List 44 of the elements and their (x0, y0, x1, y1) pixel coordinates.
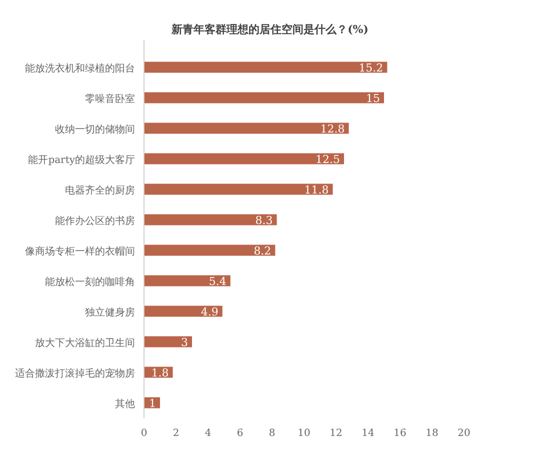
data-label: 5.4 (208, 274, 226, 288)
data-label: 15.2 (358, 61, 384, 74)
x-tick-label: 10 (298, 428, 310, 439)
bar (144, 184, 333, 195)
x-tick-label: 20 (458, 428, 470, 439)
x-tick-label: 2 (172, 428, 180, 439)
chart-title: 新青年客群理想的居住空间是什么？(%) (170, 23, 368, 36)
y-tick-label: 像商场专柜一样的衣帽间 (25, 245, 135, 258)
data-label: 4.9 (200, 305, 218, 318)
y-tick-label: 能作办公区的书房 (55, 214, 135, 227)
x-tick-label: 18 (426, 428, 438, 439)
bar (144, 153, 344, 164)
x-tick-label: 14 (362, 428, 374, 439)
x-tick-label: 0 (140, 428, 148, 439)
data-label: 1.8 (151, 366, 169, 380)
y-tick-label: 能放洗衣机和绿植的阳台 (25, 62, 135, 74)
data-label: 8.2 (254, 244, 272, 258)
y-tick-label: 收纳一切的储物间 (55, 123, 135, 136)
y-tick-label: 放大下大浴缸的卫生间 (35, 336, 135, 349)
y-tick-label: 能开party的超级大客厅 (28, 154, 135, 166)
x-tick-label: 6 (236, 428, 244, 439)
x-tick-label: 12 (330, 428, 342, 439)
x-tick-label: 16 (394, 428, 406, 439)
bar (144, 244, 276, 256)
bar (144, 62, 388, 73)
x-tick-label: 4 (204, 428, 212, 439)
data-label: 12.8 (320, 122, 345, 136)
x-tick-label: 8 (268, 428, 276, 439)
data-label: 8.3 (255, 214, 273, 227)
data-label: 15 (366, 92, 380, 105)
bar (144, 336, 192, 348)
y-tick-label: 其他 (115, 398, 135, 410)
data-label: 1 (149, 396, 156, 410)
y-tick-label: 电器齐全的厨房 (65, 184, 135, 196)
bar (144, 214, 277, 226)
y-tick-label: 独立健身房 (85, 306, 135, 318)
data-label: 12.5 (316, 152, 340, 166)
data-label: 11.8 (304, 183, 329, 196)
bar (144, 122, 349, 134)
bar (144, 92, 384, 104)
data-label: 3 (181, 336, 188, 349)
y-tick-label: 能放松一刻的咖啡角 (45, 276, 135, 288)
y-tick-label: 零噪音卧室 (85, 92, 135, 105)
y-tick-label: 适合撒泼打滚掉毛的宠物房 (15, 367, 135, 380)
